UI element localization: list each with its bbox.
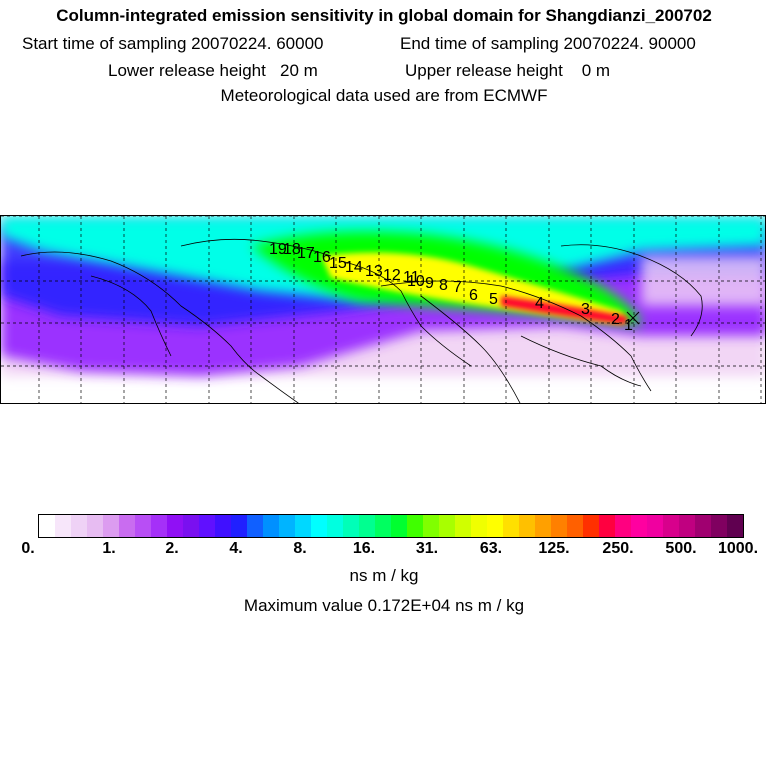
colorbar-segment bbox=[87, 515, 103, 537]
trajectory-label: 7 bbox=[453, 279, 462, 296]
lower-release-label: Lower release height 20 m bbox=[108, 61, 318, 80]
trajectory-label: 9 bbox=[425, 275, 434, 292]
colorbar-segment bbox=[647, 515, 663, 537]
colorbar-segment bbox=[119, 515, 135, 537]
colorbar-segment bbox=[247, 515, 263, 537]
colorbar-segment bbox=[151, 515, 167, 537]
trajectory-label: 19 bbox=[269, 241, 287, 258]
colorbar-tick-label: 31. bbox=[415, 540, 439, 557]
colorbar-segment bbox=[551, 515, 567, 537]
plot-title: Column-integrated emission sensitivity i… bbox=[56, 6, 712, 25]
colorbar-segment bbox=[263, 515, 279, 537]
colorbar bbox=[38, 514, 744, 538]
colorbar-segment bbox=[167, 515, 183, 537]
colorbar-segment bbox=[711, 515, 727, 537]
trajectory-label: 2 bbox=[611, 311, 620, 328]
colorbar-segment bbox=[679, 515, 695, 537]
trajectory-label: 6 bbox=[469, 287, 478, 304]
colorbar-segment bbox=[327, 515, 343, 537]
map-canvas: 1 2 3 4 5 6 7 8 9 10 11 12 13 14 15 16 1… bbox=[1, 216, 765, 403]
colorbar-tick-label: 0. bbox=[21, 540, 35, 557]
colorbar-segment bbox=[471, 515, 487, 537]
colorbar-segment bbox=[215, 515, 231, 537]
upper-release-label: Upper release height 0 m bbox=[405, 61, 611, 80]
trajectory-label: 18 bbox=[283, 241, 301, 258]
trajectory-label: 1 bbox=[624, 317, 633, 334]
plume-max-layer bbox=[501, 296, 628, 324]
colorbar-segment bbox=[71, 515, 87, 537]
trajectory-label: 12 bbox=[383, 267, 401, 284]
colorbar-segment bbox=[663, 515, 679, 537]
colorbar-tick-label: 125. bbox=[538, 540, 570, 557]
colorbar-segment bbox=[311, 515, 327, 537]
colorbar-segment bbox=[439, 515, 455, 537]
start-time-label: Start time of sampling 20070224. 60000 bbox=[22, 34, 324, 53]
colorbar-tick-label: 4. bbox=[229, 540, 243, 557]
sensitivity-plume bbox=[1, 216, 765, 376]
colorbar-segment bbox=[279, 515, 295, 537]
colorbar-tick-label: 250. bbox=[602, 540, 634, 557]
colorbar-segment bbox=[519, 515, 535, 537]
colorbar-segment bbox=[583, 515, 599, 537]
colorbar-tick-label: 63. bbox=[479, 540, 503, 557]
colorbar-segment bbox=[375, 515, 391, 537]
colorbar-segment bbox=[55, 515, 71, 537]
colorbar-segment bbox=[359, 515, 375, 537]
colorbar-segment bbox=[487, 515, 503, 537]
meteorological-data-label: Meteorological data used are from ECMWF bbox=[220, 86, 548, 105]
trajectory-label: 3 bbox=[581, 301, 590, 318]
colorbar-tick-label: 1. bbox=[102, 540, 116, 557]
trajectory-label: 17 bbox=[297, 245, 315, 262]
colorbar-segment bbox=[183, 515, 199, 537]
colorbar-segment bbox=[455, 515, 471, 537]
emission-sensitivity-map: 1 2 3 4 5 6 7 8 9 10 11 12 13 14 15 16 1… bbox=[0, 215, 766, 404]
graticule bbox=[1, 216, 765, 403]
trajectory-label: 5 bbox=[489, 291, 498, 308]
colorbar-segment bbox=[567, 515, 583, 537]
colorbar-segment bbox=[199, 515, 215, 537]
trajectory-label: 14 bbox=[345, 259, 363, 276]
colorbar-segment bbox=[423, 515, 439, 537]
colorbar-segment bbox=[295, 515, 311, 537]
trajectory-label: 13 bbox=[365, 263, 383, 280]
trajectory-label: 4 bbox=[535, 295, 544, 312]
trajectory-label: 10 bbox=[407, 273, 425, 290]
colorbar-segment bbox=[135, 515, 151, 537]
colorbar-segment bbox=[535, 515, 551, 537]
receptor-marker bbox=[626, 311, 640, 325]
end-time-label: End time of sampling 20070224. 90000 bbox=[400, 34, 696, 53]
colorbar-segment bbox=[695, 515, 711, 537]
colorbar-segment bbox=[231, 515, 247, 537]
colorbar-segment bbox=[727, 515, 743, 537]
colorbar-segment bbox=[407, 515, 423, 537]
colorbar-segment bbox=[343, 515, 359, 537]
colorbar-tick-label: 8. bbox=[293, 540, 307, 557]
trajectory-label: 15 bbox=[329, 255, 347, 272]
colorbar-segment bbox=[615, 515, 631, 537]
colorbar-tick-label: 2. bbox=[165, 540, 179, 557]
trajectory-label: 8 bbox=[439, 277, 448, 294]
trajectory-label: 16 bbox=[313, 249, 331, 266]
trajectory-label: 11 bbox=[403, 269, 420, 286]
colorbar-segment bbox=[631, 515, 647, 537]
trajectory-labels: 1 2 3 4 5 6 7 8 9 10 11 12 13 14 15 16 1… bbox=[269, 241, 633, 334]
maximum-value-label: Maximum value 0.172E+04 ns m / kg bbox=[243, 596, 525, 615]
colorbar-segment bbox=[103, 515, 119, 537]
colorbar-tick-label: 500. bbox=[665, 540, 697, 557]
colorbar-segment bbox=[391, 515, 407, 537]
colorbar-segment bbox=[599, 515, 615, 537]
colorbar-tick-label: 1000. bbox=[717, 540, 759, 557]
colorbar-tick-label: 16. bbox=[352, 540, 376, 557]
colorbar-segment bbox=[39, 515, 55, 537]
colorbar-segment bbox=[503, 515, 519, 537]
colorbar-unit: ns m / kg bbox=[349, 566, 419, 585]
